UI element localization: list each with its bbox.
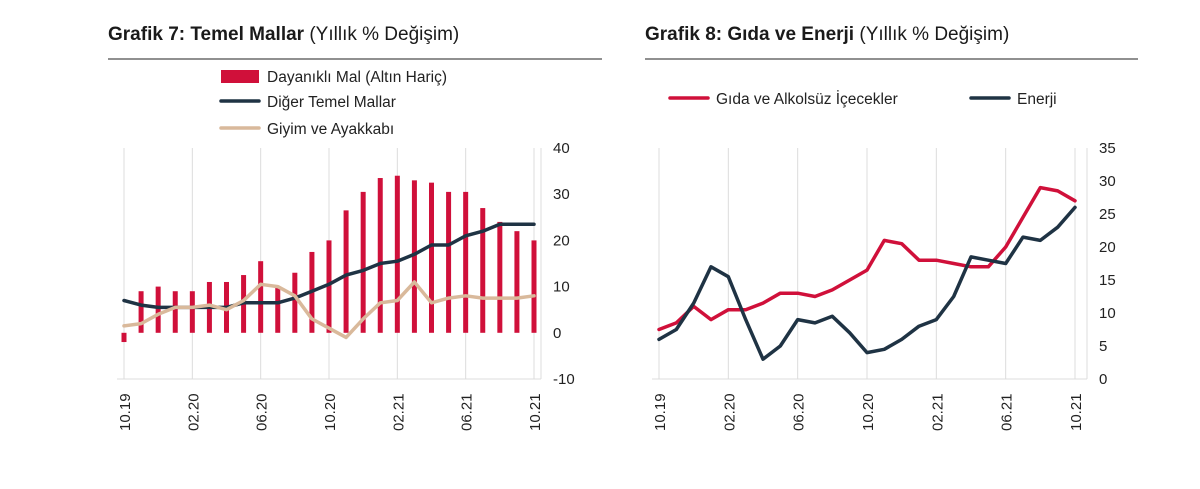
chart-8-xtick-label: 02.20: [721, 393, 738, 431]
chart-7-bar: [138, 291, 144, 333]
chart-7-bar: [514, 231, 520, 333]
chart-8: 35 30 25 20 15 10 5 0 10.19 02.20 06.20 10.20 02.21 0…: [652, 90, 1116, 431]
chart-8-legend-label: Enerji: [1017, 91, 1057, 108]
chart-7-legend-label: Diğer Temel Mallar: [267, 94, 396, 111]
chart-7-bar: [155, 286, 161, 333]
chart-8-xtick-label: 10.19: [652, 393, 669, 431]
chart-7: 40 30 20 10 0 -10 10.19 02.20 06.20 10.20 02.21 06.…: [117, 69, 575, 431]
chart-8-ytick-label: 10: [1099, 305, 1116, 322]
chart-8-title: Grafik 8: Gıda ve Enerji (Yıllık % Değiş…: [645, 24, 1009, 46]
chart-7-legend-swatch: [221, 70, 259, 83]
chart-7-ytick-label: 10: [553, 279, 570, 296]
chart-7-bar: [411, 180, 417, 333]
chart-8-subtitle: (Yıllık % Değişim): [859, 24, 1010, 45]
chart-8-ytick-label: 30: [1099, 173, 1116, 190]
chart-7-xtick-label: 06.21: [459, 393, 476, 431]
chart-7-bar: [326, 240, 332, 333]
chart-8-title-main: Grafik 8: Gıda ve Enerji: [645, 24, 855, 45]
chart-8-xtick-label: 02.21: [929, 393, 946, 431]
chart-7-bar: [258, 261, 264, 333]
chart-7-xtick-label: 10.19: [117, 393, 134, 431]
chart-7-bar: [275, 286, 281, 333]
chart-7-xtick-label: 02.20: [185, 393, 202, 431]
chart-7-bar: [531, 240, 537, 333]
chart-7-bar: [480, 208, 486, 333]
chart-8-xtick-label: 06.20: [791, 393, 808, 431]
chart-7-bar: [360, 191, 366, 333]
chart-7-xtick-label: 02.21: [390, 393, 407, 431]
chart-7-bar: [343, 210, 349, 333]
chart-7-bar: [463, 191, 469, 333]
chart-8-xtick-label: 10.20: [860, 393, 877, 431]
chart-7-legend-label: Giyim ve Ayakkabı: [267, 121, 394, 138]
chart-7-xtick-label: 10.20: [322, 393, 339, 431]
chart-7-ytick-label: 20: [553, 232, 570, 249]
chart-7-bar: [172, 291, 178, 333]
chart-7-ytick-label: 30: [553, 186, 570, 203]
chart-8-series-line-0: [657, 185, 1077, 332]
chart-7-ytick-label: 40: [553, 140, 570, 157]
chart-8-ytick-label: 5: [1099, 338, 1107, 355]
chart-8-legend-label: Gıda ve Alkolsüz İçecekler: [716, 90, 898, 108]
chart-7-title-main: Grafik 7: Temel Mallar: [108, 24, 305, 45]
chart-8-series-line-1: [657, 205, 1077, 361]
chart-7-bar: [292, 272, 298, 333]
chart-7-legend-label: Dayanıklı Mal (Altın Hariç): [267, 69, 447, 86]
chart-8-ytick-label: 15: [1099, 272, 1116, 289]
chart-7-bar: [394, 175, 400, 333]
chart-7-bar: [189, 291, 195, 333]
chart-7-ytick-label: 0: [553, 325, 561, 342]
chart-8-ytick-label: 0: [1099, 371, 1107, 388]
chart-7-bar: [121, 332, 127, 343]
chart-8-xtick-label: 10.21: [1068, 393, 1085, 431]
chart-7-bar: [429, 182, 434, 333]
chart-8-xtick-label: 06.21: [999, 393, 1016, 431]
chart-8-ytick-label: 25: [1099, 206, 1116, 223]
chart-7-title: Grafik 7: Temel Mallar (Yıllık % Değişim…: [108, 24, 459, 46]
chart-7-bar: [497, 221, 503, 333]
chart-7-xtick-label: 06.20: [254, 393, 271, 431]
chart-7-xtick-label: 10.21: [527, 393, 544, 431]
chart-8-ytick-label: 35: [1099, 140, 1116, 157]
chart-7-bar: [377, 178, 383, 333]
chart-7-series-line-2: [122, 280, 536, 340]
chart-7-ytick-label: -10: [553, 371, 575, 388]
chart-7-bar: [446, 191, 452, 333]
chart-7-subtitle: (Yıllık % Değişim): [309, 24, 460, 45]
chart-8-ytick-label: 20: [1099, 239, 1116, 256]
